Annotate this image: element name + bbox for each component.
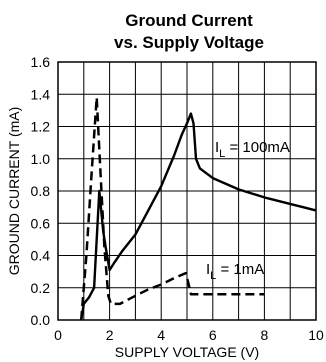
y-tick-label: 0.4 — [31, 248, 51, 264]
tick-labels: 0 2 4 6 8 10 0.0 0.2 0.4 0.6 0.8 1.0 1.2 1.4 1.6 — [31, 54, 324, 343]
y-tick-label: 1.0 — [31, 151, 51, 167]
grid-lines — [58, 62, 316, 320]
y-tick-label: 0.0 — [31, 312, 51, 328]
y-tick-label: 1.6 — [31, 54, 51, 70]
x-tick-label: 4 — [157, 327, 165, 343]
series-line-1ma — [79, 96, 265, 321]
y-tick-label: 1.2 — [31, 119, 51, 135]
y-tick-label: 0.8 — [31, 183, 51, 199]
x-axis-label: SUPPLY VOLTAGE (V) — [115, 344, 259, 360]
chart-title-line-1: Ground Current — [125, 11, 253, 30]
x-tick-label: 2 — [106, 327, 114, 343]
series-label-1ma: IL = 1mA — [206, 261, 264, 282]
series-line-100ma — [80, 112, 317, 321]
series-layer — [79, 96, 317, 321]
y-axis-label: GROUND CURRENT (mA) — [6, 107, 22, 276]
x-tick-label: 8 — [261, 327, 269, 343]
series-label-100ma: IL = 100mA — [215, 139, 290, 160]
chart-title-line-2: vs. Supply Voltage — [114, 33, 264, 52]
x-tick-label: 6 — [209, 327, 217, 343]
y-tick-label: 0.2 — [31, 280, 51, 296]
y-tick-label: 0.6 — [31, 215, 51, 231]
plot-frame — [57, 61, 317, 321]
y-tick-label: 1.4 — [31, 86, 51, 102]
x-tick-label: 10 — [308, 327, 324, 343]
x-tick-label: 0 — [54, 327, 62, 343]
